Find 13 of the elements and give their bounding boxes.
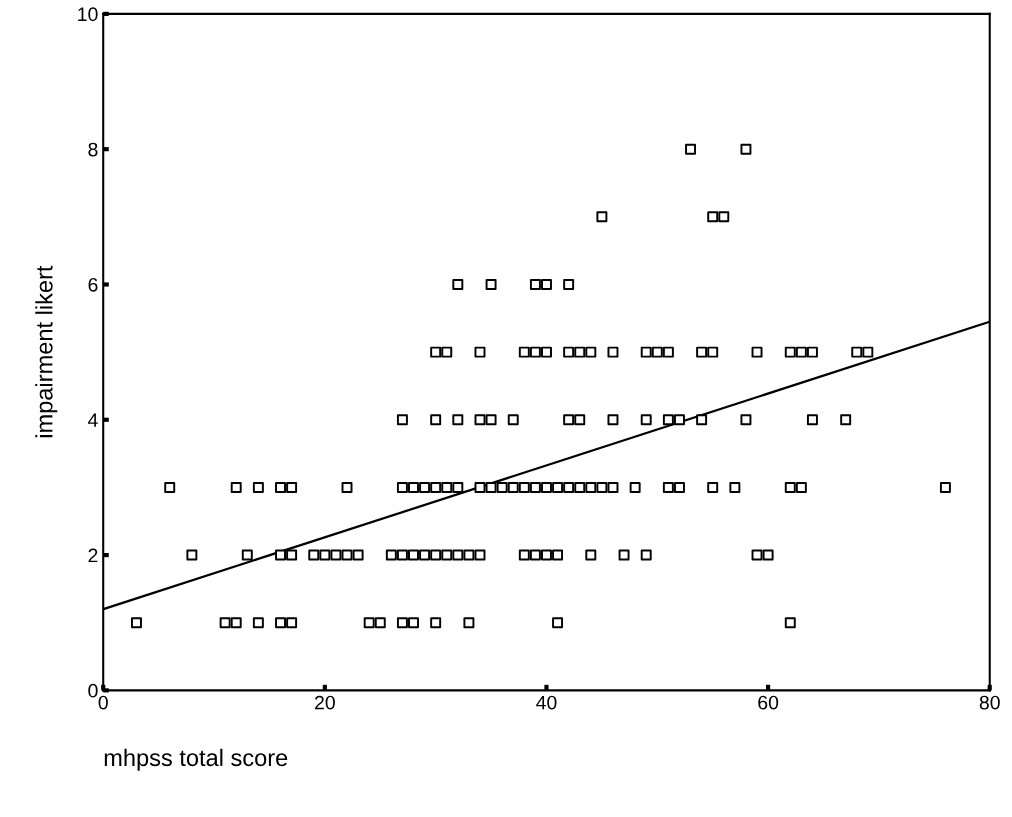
x-tick-label: 20 (315, 695, 335, 710)
x-tick-label: 40 (536, 695, 557, 710)
y-tick-label: 4 (88, 413, 98, 427)
x-axis-title: mhpss total score (104, 748, 288, 771)
y-tick-label: 10 (78, 7, 98, 22)
y-tick-label: 6 (88, 277, 98, 292)
y-axis-title: impairment likert (35, 265, 58, 438)
x-tick-label: 60 (758, 695, 779, 710)
y-tick-label: 2 (88, 548, 98, 563)
y-tick-label: 8 (88, 142, 98, 157)
x-tick-label: 80 (979, 695, 1000, 710)
x-tick-label: 0 (98, 695, 108, 710)
y-tick-label: 0 (88, 683, 98, 698)
